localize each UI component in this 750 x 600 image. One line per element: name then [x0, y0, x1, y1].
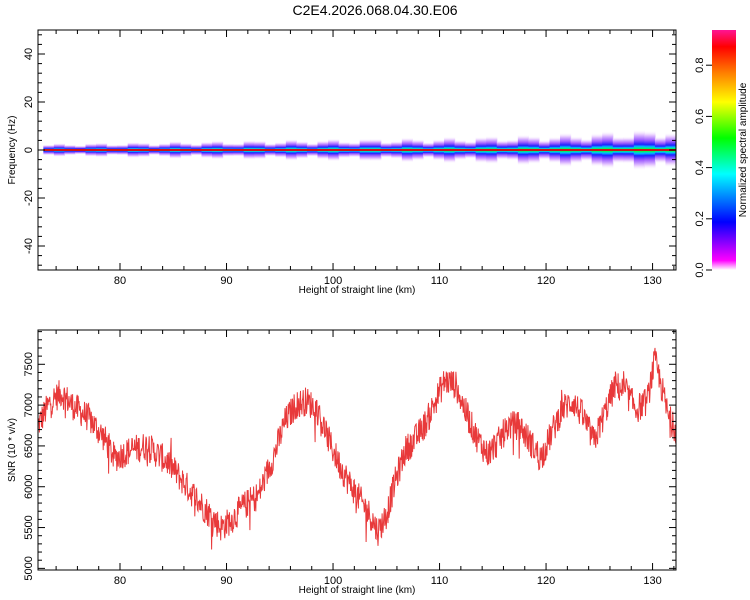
snr-y-tick-label: 7500: [23, 352, 35, 376]
snr-x-tick-label: 90: [220, 575, 232, 587]
snr-series-line: [38, 347, 676, 550]
snr-x-tick-label: 130: [643, 575, 661, 587]
spectrogram-x-tick-label: 100: [324, 275, 342, 287]
snr-x-axis-label: Height of straight line (km): [299, 585, 416, 596]
spectrogram-y-tick-label: -40: [23, 238, 35, 254]
snr-y-tick-label: 6000: [23, 474, 35, 498]
snr-y-tick-label: 6500: [23, 434, 35, 458]
spectrogram-y-tick-label: 20: [23, 96, 35, 108]
spectrogram-y-tick-label: -20: [23, 190, 35, 206]
colorbar: 0.0 0.2 0.4 0.6 0.8 Normalized spectral ampl…: [694, 30, 749, 278]
colorbar-gradient: [712, 30, 736, 270]
colorbar-tick-label: 0.0: [694, 262, 706, 277]
colorbar-label: Normalized spectral amplitude: [738, 82, 749, 217]
chart-title: C2E4.2026.068.04.30.E06: [292, 2, 458, 18]
colorbar-tick-label: 0.8: [694, 58, 706, 73]
snr-panel: 80 90 100 110 120 130 5000 5500 6000 6500 7000 7500…: [7, 329, 677, 596]
spectrogram-x-tick-label: 130: [643, 275, 661, 287]
spectrogram-y-tick-label: 0: [23, 147, 35, 153]
spectrogram-x-tick-label: 110: [431, 275, 449, 287]
spectrogram-y-axis-label: Frequency (Hz): [7, 116, 18, 185]
colorbar-tick-label: 0.6: [694, 109, 706, 124]
spectrogram-panel: 80 90 100 110 120 130 40 20 0 -20 -40 Height of st…: [7, 29, 677, 296]
colorbar-tick-label: 0.2: [694, 211, 706, 226]
snr-y-axis-label: SNR (10 * v/v): [7, 418, 18, 482]
colorbar-tick-label: 0.4: [694, 160, 706, 175]
snr-y-tick-label: 5500: [23, 515, 35, 539]
spectrogram-y-tick-label: 40: [23, 48, 35, 60]
snr-x-tick-label: 100: [324, 575, 342, 587]
spectrogram-x-axis-label: Height of straight line (km): [299, 285, 416, 296]
spectrogram-x-tick-label: 90: [220, 275, 232, 287]
snr-x-tick-label: 120: [537, 575, 555, 587]
snr-y-tick-label: 5000: [23, 556, 35, 580]
snr-x-tick-label: 110: [431, 575, 449, 587]
spectrogram-x-tick-label: 120: [537, 275, 555, 287]
snr-y-tick-label: 7000: [23, 393, 35, 417]
spectrogram-x-tick-label: 80: [114, 275, 126, 287]
snr-x-tick-label: 80: [114, 575, 126, 587]
